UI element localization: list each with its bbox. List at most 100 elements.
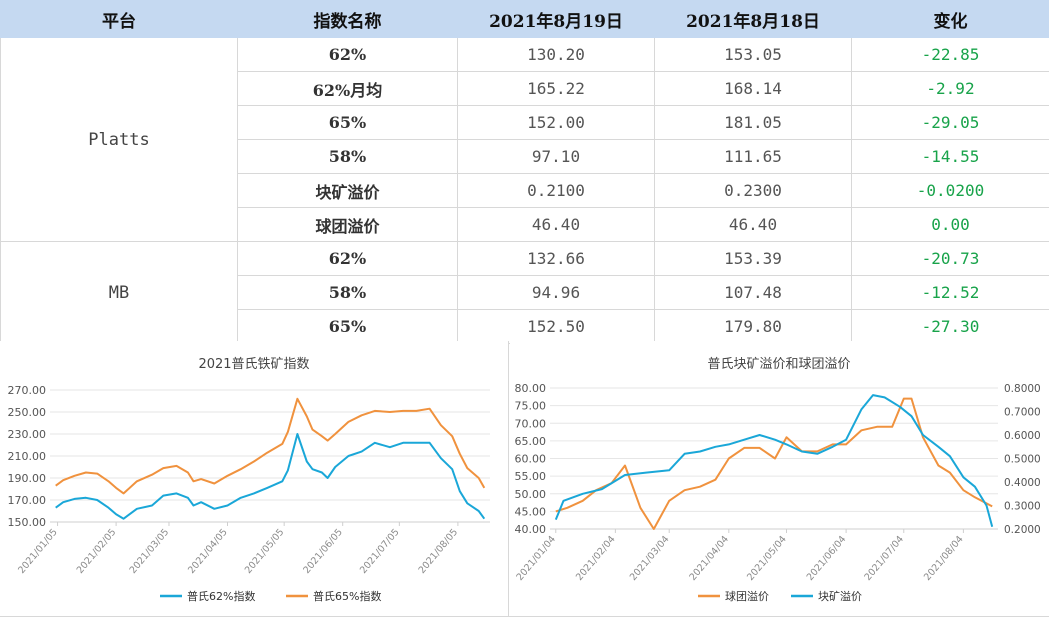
value-0818-cell: 179.80 (654, 309, 852, 344)
series-line-球团溢价 (555, 397, 993, 530)
y-tick-label: 55.00 (515, 470, 547, 483)
y-tick-label: 150.00 (8, 516, 47, 529)
index-name-cell: 块矿溢价 (237, 173, 458, 208)
x-tick-label: 2021/01/04 (514, 534, 558, 583)
header-date-0819: 2021年8月19日 (457, 0, 655, 38)
table-row: 65% 152.00 181.05 -29.05 (1, 105, 1049, 140)
value-0819-cell: 132.66 (457, 241, 655, 276)
y-tick-label: 60.00 (515, 453, 547, 466)
change-cell: -20.73 (851, 241, 1049, 276)
x-tick-label: 2021/03/05 (128, 527, 172, 576)
change-cell: -14.55 (851, 139, 1049, 174)
series-line-普氏62%指数 (55, 433, 486, 520)
index-name-cell: 65% (237, 309, 458, 344)
index-name-cell: 58% (237, 275, 458, 310)
legend-label: 球团溢价 (725, 589, 769, 603)
table-header-row: 平台 指数名称 2021年8月19日 2021年8月18日 变化 (0, 0, 1049, 38)
platform-cell-platts: Platts (0, 37, 238, 242)
table-row: 58% 94.96 107.48 -12.52 (1, 275, 1049, 310)
index-name-cell: 62% (237, 241, 458, 276)
value-0819-cell: 97.10 (457, 139, 655, 174)
legend-label: 普氏65%指数 (313, 589, 381, 603)
bottom-divider (0, 616, 1049, 617)
x-tick-label: 2021/02/05 (75, 527, 119, 576)
x-tick-label: 2021/05/05 (243, 527, 287, 576)
table-row: 62%月均 165.22 168.14 -2.92 (1, 71, 1049, 106)
index-name-cell: 58% (237, 139, 458, 174)
change-cell: 0.00 (851, 207, 1049, 242)
y-tick-label: 70.00 (515, 417, 547, 430)
index-name-cell: 球团溢价 (237, 207, 458, 242)
iron-ore-index-chart: 2021普氏铁矿指数 150.00 170.00 190.00 210.00 230.0… (0, 341, 509, 616)
premium-chart: 普氏块矿溢价和球团溢价 40.00 45.00 50.00 55.00 60.00 65.… (510, 341, 1049, 616)
value-0818-cell: 111.65 (654, 139, 852, 174)
y-tick-label: 40.00 (515, 523, 547, 536)
y-tick-label: 270.00 (8, 384, 47, 397)
value-0819-cell: 152.50 (457, 309, 655, 344)
x-tick-label: 2021/01/05 (16, 527, 60, 576)
chart-title: 2021普氏铁矿指数 (198, 357, 309, 372)
value-0818-cell: 107.48 (654, 275, 852, 310)
table-row: 球团溢价 46.40 46.40 0.00 (1, 207, 1049, 242)
value-0818-cell: 181.05 (654, 105, 852, 140)
change-cell: -29.05 (851, 105, 1049, 140)
series-line-块矿溢价 (554, 394, 994, 527)
x-tick-label: 2021/03/04 (628, 534, 672, 583)
x-tick-label: 2021/07/04 (862, 534, 906, 583)
series-line-普氏65%指数 (55, 397, 486, 495)
x-tick-label: 2021/02/04 (574, 534, 618, 583)
y-tick-label: 80.00 (515, 382, 547, 395)
y2-tick-label: 0.7000 (1004, 407, 1041, 419)
y-tick-label: 210.00 (8, 450, 47, 463)
y-tick-label: 45.00 (515, 505, 547, 518)
change-cell: -27.30 (851, 309, 1049, 344)
x-tick-label: 2021/06/04 (805, 534, 849, 583)
header-change: 变化 (851, 0, 1049, 38)
index-name-cell: 62% (237, 37, 458, 72)
x-tick-label: 2021/05/04 (745, 534, 789, 583)
value-0819-cell: 94.96 (457, 275, 655, 310)
value-0819-cell: 130.20 (457, 37, 655, 72)
change-cell: -22.85 (851, 37, 1049, 72)
header-platform: 平台 (0, 0, 238, 38)
value-0818-cell: 46.40 (654, 207, 852, 242)
y2-tick-label: 0.5000 (1004, 454, 1041, 466)
value-0818-cell: 153.05 (654, 37, 852, 72)
x-tick-label: 2021/04/05 (186, 527, 230, 576)
legend-label: 块矿溢价 (818, 589, 862, 603)
change-cell: -2.92 (851, 71, 1049, 106)
y2-tick-label: 0.8000 (1004, 383, 1041, 395)
value-0819-cell: 46.40 (457, 207, 655, 242)
premium-chart-svg: 普氏块矿溢价和球团溢价 40.00 45.00 50.00 55.00 60.00 65.… (514, 357, 1041, 603)
y-tick-label: 75.00 (515, 400, 547, 413)
table-row: Platts 62% 130.20 153.05 -22.85 (0, 37, 1049, 242)
y-tick-label: 170.00 (8, 494, 47, 507)
header-date-0818: 2021年8月18日 (654, 0, 852, 38)
change-cell: -0.0200 (851, 173, 1049, 208)
value-0818-cell: 153.39 (654, 241, 852, 276)
value-0819-cell: 0.2100 (457, 173, 655, 208)
index-name-cell: 62%月均 (237, 71, 458, 106)
value-0818-cell: 0.2300 (654, 173, 852, 208)
price-table: 平台 指数名称 2021年8月19日 2021年8月18日 变化 Platts … (0, 0, 1049, 344)
iron-ore-index-chart-svg: 2021普氏铁矿指数 150.00 170.00 190.00 210.00 230.0… (8, 357, 490, 603)
y-tick-label: 250.00 (8, 406, 47, 419)
chart-title: 普氏块矿溢价和球团溢价 (707, 357, 850, 372)
table-row: 58% 97.10 111.65 -14.55 (1, 139, 1049, 174)
y-tick-label: 65.00 (515, 435, 547, 448)
value-0818-cell: 168.14 (654, 71, 852, 106)
y-tick-label: 190.00 (8, 472, 47, 485)
y2-tick-label: 0.4000 (1004, 477, 1041, 489)
value-0819-cell: 152.00 (457, 105, 655, 140)
legend-label: 普氏62%指数 (187, 589, 255, 603)
platform-cell-mb: MB (0, 241, 238, 344)
header-index-name: 指数名称 (237, 0, 458, 38)
y-tick-label: 230.00 (8, 428, 47, 441)
x-tick-label: 2021/08/05 (417, 527, 461, 576)
x-tick-label: 2021/04/04 (687, 534, 731, 583)
x-tick-label: 2021/08/04 (922, 534, 966, 583)
y-tick-label: 50.00 (515, 488, 547, 501)
x-tick-label: 2021/07/05 (358, 527, 402, 576)
table-row: MB 62% 132.66 153.39 -20.73 (0, 241, 1049, 344)
table-row: 65% 152.50 179.80 -27.30 (1, 309, 1049, 344)
